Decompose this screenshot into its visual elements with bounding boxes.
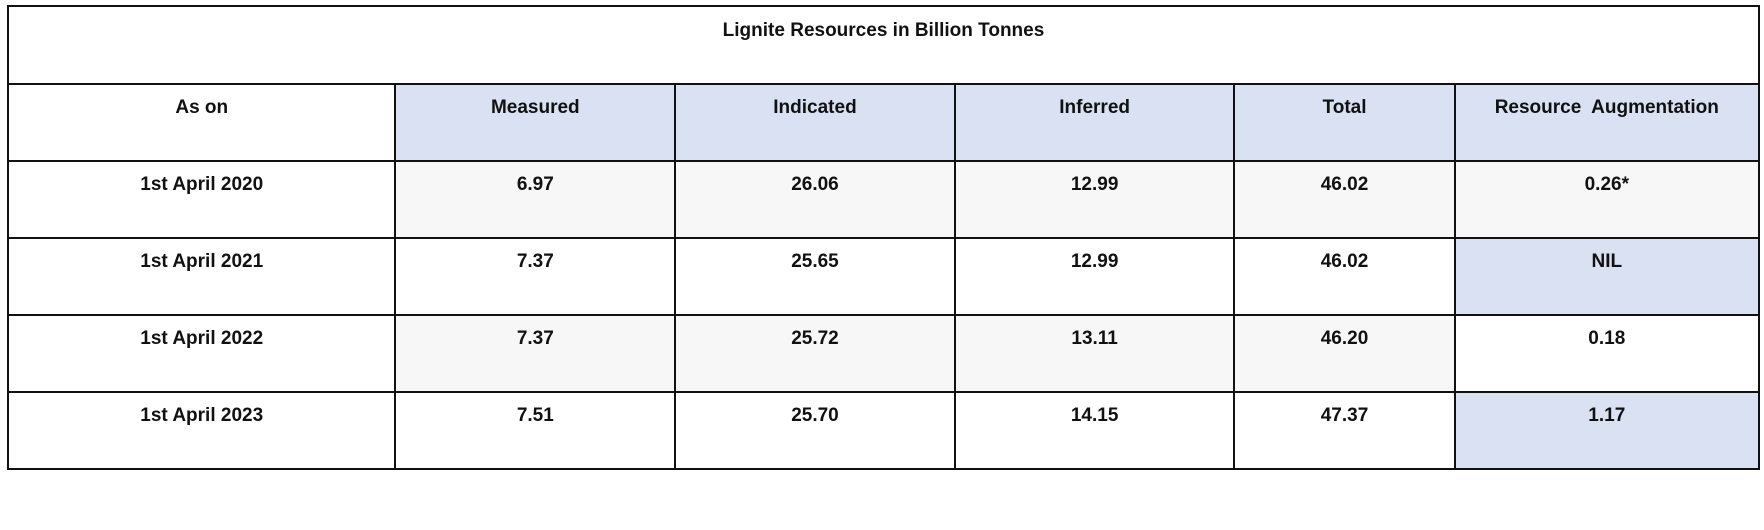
header-measured: Measured	[394, 83, 677, 162]
cell-text: 7.51	[516, 405, 554, 426]
header-indicated: Indicated	[674, 83, 956, 162]
cell-text: 0.26*	[1584, 174, 1629, 195]
table-cell-date: 1st April 2021	[6, 237, 397, 316]
cell-text: 26.06	[791, 174, 839, 195]
header-total: Total	[1233, 83, 1456, 162]
table-cell-inferred: 14.15	[953, 391, 1236, 470]
cell-text: 14.15	[1070, 405, 1119, 426]
lignite-table-container: Lignite Resources in Billion Tonnes As o…	[6, 5, 1761, 470]
cell-text: 0.18	[1588, 328, 1626, 349]
table-cell-measured: 7.51	[394, 391, 677, 470]
header-inferred: Inferred	[953, 83, 1236, 162]
table-title-cell: Lignite Resources in Billion Tonnes	[7, 5, 1760, 85]
cell-text: 7.37	[516, 251, 554, 272]
cell-text: 1st April 2023	[140, 405, 264, 426]
cell-text: 12.99	[1070, 174, 1119, 195]
cell-text: NIL	[1591, 251, 1623, 272]
table-title: Lignite Resources in Billion Tonnes	[722, 20, 1045, 41]
table-cell-augmentation: 1.17	[1453, 391, 1761, 470]
header-total-label: Total	[1322, 97, 1367, 118]
cell-text: 46.20	[1320, 328, 1369, 349]
cell-text: 12.99	[1070, 251, 1119, 272]
cell-text: 1st April 2022	[140, 328, 264, 349]
table-cell-date: 1st April 2023	[6, 391, 397, 470]
cell-text: 13.11	[1071, 328, 1118, 349]
table-cell-inferred: 13.11	[953, 314, 1236, 393]
cell-text: 25.72	[791, 328, 839, 349]
table-cell-indicated: 25.70	[674, 391, 956, 470]
header-resource-augmentation-label: Resource Augmentation	[1494, 97, 1719, 118]
table-cell-augmentation: 0.26*	[1453, 160, 1761, 239]
header-measured-label: Measured	[490, 97, 580, 118]
cell-text: 46.02	[1320, 174, 1369, 195]
header-as-on-label: As on	[175, 97, 229, 118]
cell-text: 1st April 2020	[140, 174, 264, 195]
table-row: 1st April 2020 6.97 26.06 12.99 46.02 0.…	[6, 160, 1761, 239]
header-inferred-label: Inferred	[1059, 97, 1130, 118]
table-row: 1st April 2022 7.37 25.72 13.11 46.20 0.…	[6, 314, 1761, 393]
header-row: As on Measured Indicated Inferred Total …	[6, 83, 1761, 162]
table-cell-inferred: 12.99	[953, 237, 1236, 316]
table-cell-measured: 6.97	[394, 160, 677, 239]
table-cell-indicated: 25.72	[674, 314, 956, 393]
table-cell-augmentation: NIL	[1453, 237, 1761, 316]
table-row: 1st April 2023 7.51 25.70 14.15 47.37 1.…	[6, 391, 1761, 470]
table-cell-total: 46.20	[1233, 314, 1456, 393]
table-cell-augmentation: 0.18	[1453, 314, 1761, 393]
table-cell-total: 46.02	[1233, 237, 1456, 316]
cell-text: 1st April 2021	[140, 251, 264, 272]
table-row: 1st April 2021 7.37 25.65 12.99 46.02 NI…	[6, 237, 1761, 316]
cell-text: 1.17	[1588, 405, 1626, 426]
cell-text: 25.65	[791, 251, 839, 272]
table-cell-measured: 7.37	[394, 314, 677, 393]
table-cell-measured: 7.37	[394, 237, 677, 316]
header-as-on: As on	[6, 83, 397, 162]
table-cell-indicated: 25.65	[674, 237, 956, 316]
cell-text: 6.97	[516, 174, 554, 195]
table-cell-date: 1st April 2022	[6, 314, 397, 393]
cell-text: 47.37	[1320, 405, 1369, 426]
table-cell-total: 46.02	[1233, 160, 1456, 239]
table-cell-inferred: 12.99	[953, 160, 1236, 239]
header-indicated-label: Indicated	[773, 97, 857, 118]
cell-text: 46.02	[1320, 251, 1369, 272]
title-row: Lignite Resources in Billion Tonnes	[7, 5, 1760, 85]
table-cell-indicated: 26.06	[674, 160, 956, 239]
cell-text: 25.70	[791, 405, 839, 426]
cell-text: 7.37	[516, 328, 554, 349]
lignite-resources-table: Lignite Resources in Billion Tonnes As o…	[6, 5, 1761, 470]
header-resource-augmentation: Resource Augmentation	[1453, 83, 1761, 162]
table-cell-date: 1st April 2020	[6, 160, 397, 239]
table-cell-total: 47.37	[1233, 391, 1456, 470]
